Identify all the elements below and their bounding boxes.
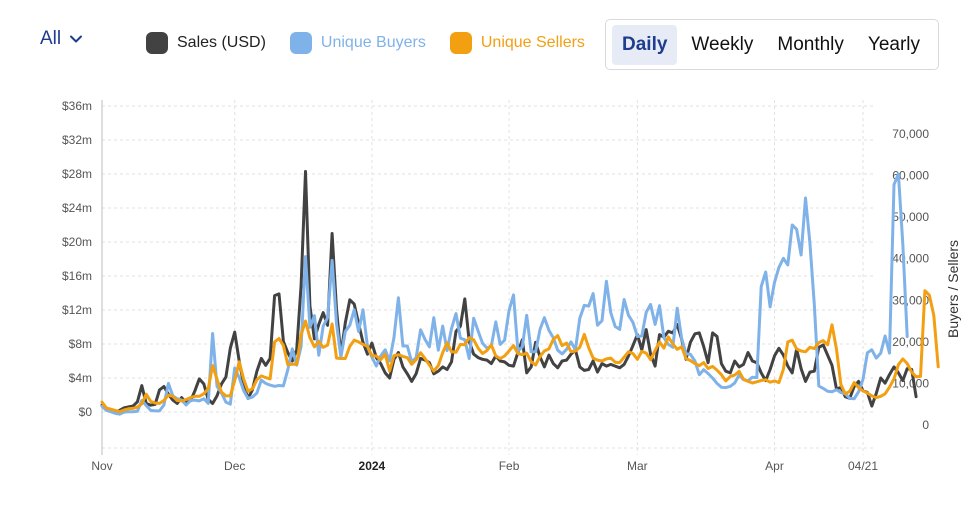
y-right-tick-label: 30,000 [892,293,929,307]
x-tick-label: Dec [224,459,245,473]
y-left-tick-label: $20m [62,235,92,249]
series-line-unique-sellers [100,289,940,414]
period-selector: Daily Weekly Monthly Yearly [605,19,939,70]
y-right-tick-label: 10,000 [892,376,929,390]
y-left-tick-label: $12m [62,303,92,317]
y-left-tick-label: $28m [62,167,92,181]
y-right-tick-label: 50,000 [892,210,929,224]
legend-label-buyers: Unique Buyers [320,34,426,51]
x-tick-label: Nov [91,459,112,473]
x-tick-label: Mar [627,459,648,473]
y-right-tick-label: 0 [922,418,929,432]
x-tick-label: 04/21 [848,459,878,473]
chart-legend: Sales (USD) Unique Buyers Unique Sellers [146,32,585,54]
chevron-down-icon [70,35,83,43]
y-left-tick-label: $4m [69,371,92,385]
x-tick-label: 2024 [359,459,386,473]
y-left-tick-label: $0 [79,405,93,419]
filter-label: All [40,28,62,49]
legend-label-sellers: Unique Sellers [480,34,585,51]
y-left-tick-label: $8m [69,337,92,351]
y-left-tick-label: $24m [62,201,92,215]
y-left-tick-label: $36m [62,99,92,113]
legend-label-sales: Sales (USD) [177,34,266,51]
legend-swatch-buyers [289,32,312,54]
y-right-tick-label: 70,000 [892,127,929,141]
legend-item-buyers[interactable]: Unique Buyers [289,32,426,54]
y-right-tick-label: 40,000 [892,252,929,266]
y-right-tick-label: 20,000 [892,335,929,349]
y-right-tick-label: 60,000 [892,169,929,183]
legend-swatch-sales [146,32,168,54]
period-monthly-button[interactable]: Monthly [777,33,844,55]
legend-item-sellers[interactable]: Unique Sellers [449,32,585,54]
x-tick-label: Apr [765,459,784,473]
period-weekly-button[interactable]: Weekly [691,33,754,55]
y-left-tick-label: $32m [62,133,92,147]
grid-lines [101,100,873,455]
x-tick-label: Feb [499,459,520,473]
series-line-sales-usd [100,170,918,415]
period-daily-button[interactable]: Daily [612,24,678,65]
legend-item-sales[interactable]: Sales (USD) [146,32,266,54]
period-yearly-button[interactable]: Yearly [867,33,921,55]
collection-filter-dropdown[interactable]: All [40,28,83,50]
legend-swatch-sellers [449,32,472,54]
y-left-tick-label: $16m [62,269,92,283]
right-axis-title: Buyers / Sellers [945,240,961,338]
